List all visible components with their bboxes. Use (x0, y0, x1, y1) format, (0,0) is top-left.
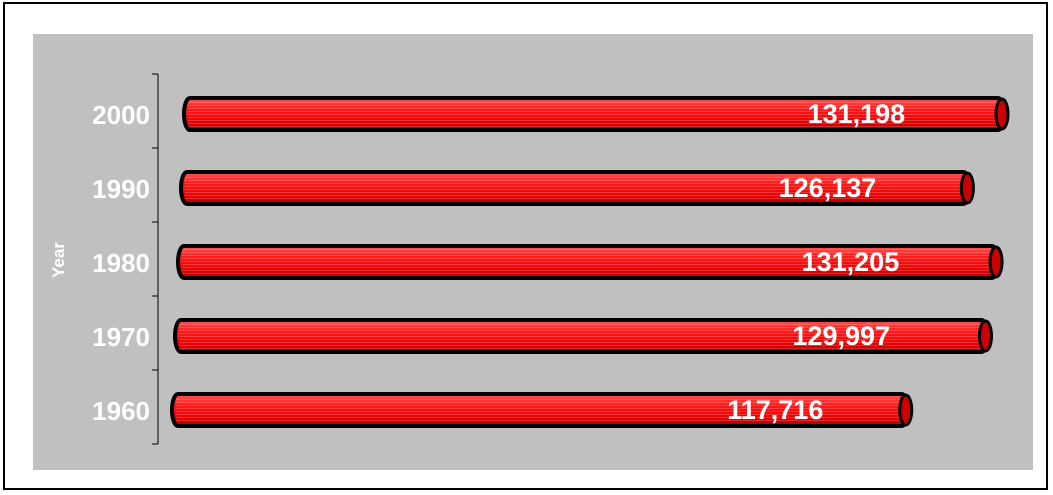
y-tick-label-1960: 1960 (92, 396, 150, 426)
value-label-1970: 129,997 (792, 321, 890, 351)
bar-2000 (182, 96, 1010, 132)
bar-1960 (170, 392, 914, 428)
y-tick-label-1980: 1980 (92, 248, 150, 278)
y-tick-label-2000: 2000 (92, 100, 150, 130)
data-labels: 131,198 126,137 131,205 129,997 117,716 (727, 99, 905, 425)
bars (170, 96, 1010, 428)
y-axis-label: Year (49, 242, 68, 278)
value-label-2000: 131,198 (808, 99, 906, 129)
bar-1970 (173, 318, 993, 354)
bar-1980 (176, 244, 1004, 280)
value-label-1990: 126,137 (779, 173, 877, 203)
y-tick-label-1970: 1970 (92, 322, 150, 352)
y-tick-label-1990: 1990 (92, 174, 150, 204)
value-label-1980: 131,205 (802, 247, 900, 277)
bar-1990 (179, 170, 975, 206)
y-tick-labels: 2000 1990 1980 1970 1960 (92, 100, 150, 426)
value-label-1960: 117,716 (727, 395, 823, 425)
y-axis-ticks (152, 73, 158, 445)
